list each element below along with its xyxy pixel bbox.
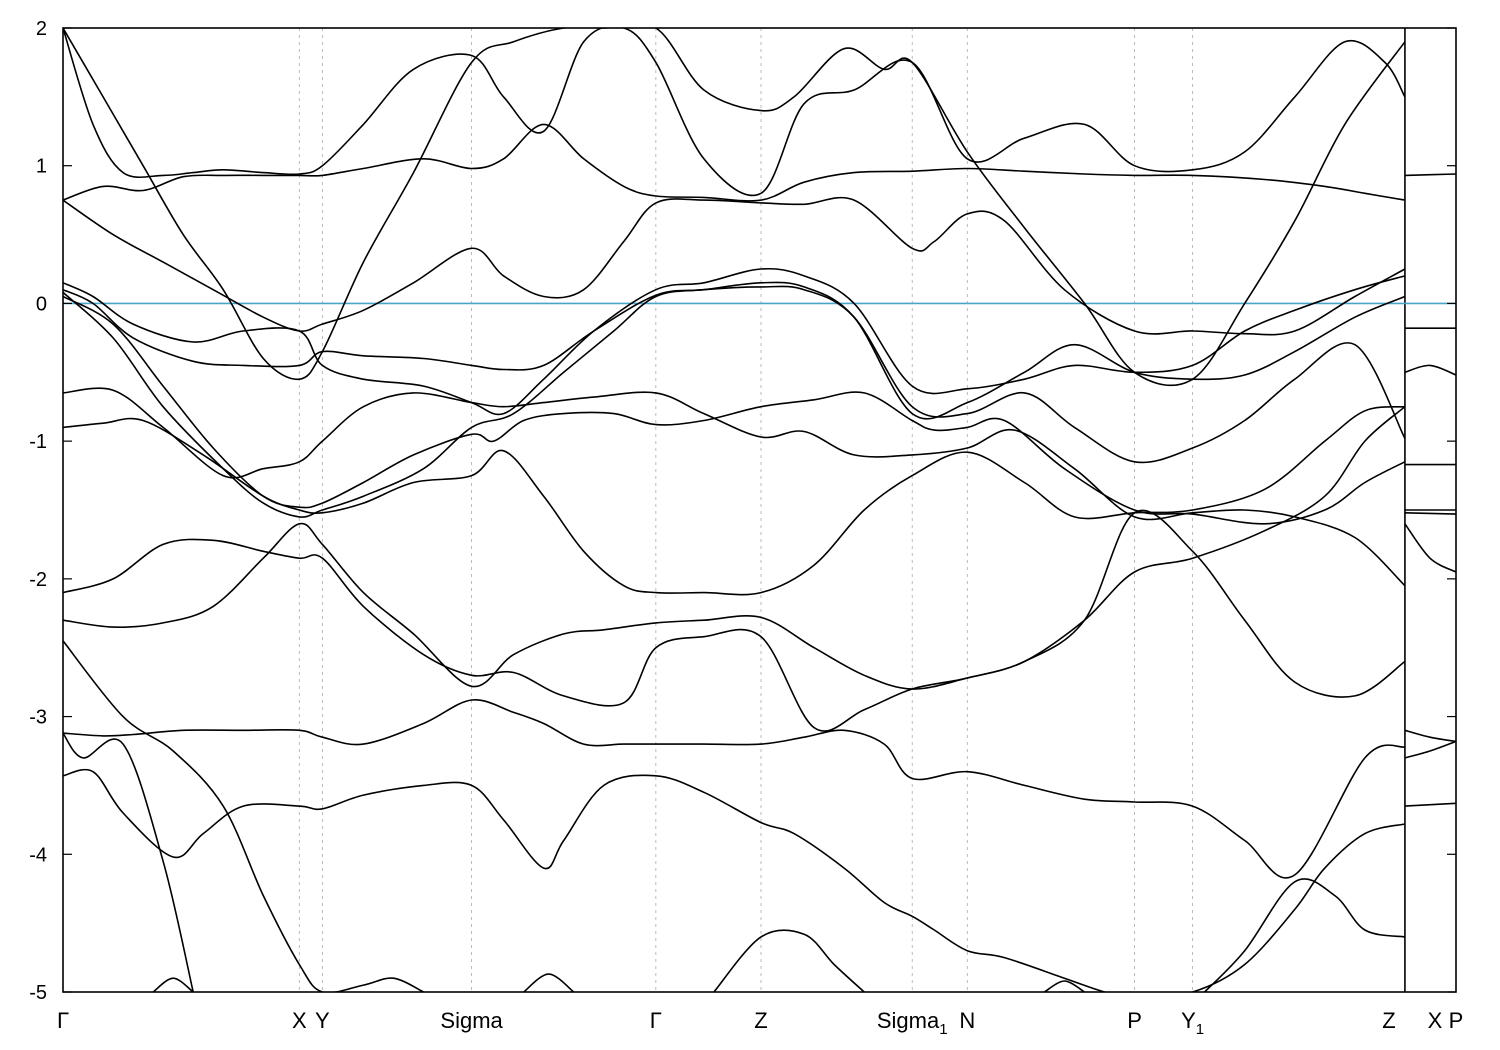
band-line-27 — [1404, 523, 1456, 573]
kpoint-label: Sigma1 — [877, 1008, 948, 1038]
y-tick-label: 2 — [36, 18, 47, 40]
y-tick-label: 1 — [36, 156, 47, 178]
kpoint-label-subscript: 1 — [1196, 1021, 1204, 1038]
band-line-9 — [63, 267, 1406, 416]
band-line-2 — [63, 406, 1406, 690]
band-line-8 — [63, 281, 1406, 420]
band-line-4 — [63, 405, 1405, 596]
y-tick-label: -3 — [29, 707, 47, 729]
y-tick-label: -4 — [29, 844, 47, 866]
kpoint-label: P — [1449, 1008, 1464, 1033]
band-lines — [63, 28, 1456, 992]
kpoint-label: Z — [1382, 1008, 1395, 1033]
kpoint-label: P — [1127, 1008, 1142, 1033]
band-line-19 — [1043, 980, 1085, 992]
band-line-11 — [63, 123, 1406, 202]
band-line-5 — [63, 387, 1406, 587]
band-line-12 — [63, 28, 1406, 197]
kpoint-label: Γ — [650, 1008, 662, 1033]
kpoint-label: Z — [754, 1008, 767, 1033]
plot-border — [62, 27, 1457, 993]
band-line-14 — [63, 640, 424, 992]
kpoint-label: X — [1428, 1008, 1443, 1033]
y-tick-label: -2 — [29, 569, 47, 591]
band-line-13 — [63, 28, 1406, 387]
band-line-20 — [1204, 878, 1406, 992]
kpoint-label: Y1 — [1181, 1008, 1204, 1038]
band-line-16 — [152, 977, 194, 992]
plot-frame — [62, 27, 1457, 993]
kpoint-label: Sigma — [440, 1008, 503, 1033]
band-line-18 — [713, 929, 865, 992]
y-tick-label: 0 — [36, 293, 47, 315]
band-line-6 — [63, 295, 1406, 525]
kpoint-label: N — [959, 1008, 975, 1033]
y-tick-label: -5 — [29, 982, 47, 1004]
band-line-28 — [1404, 729, 1456, 743]
band-line-23 — [1404, 364, 1456, 376]
kpoint-label: X — [292, 1008, 307, 1033]
band-line-7 — [63, 285, 1406, 518]
band-line-30 — [1404, 802, 1456, 807]
band-line-0 — [63, 768, 1406, 992]
band-line-15 — [63, 732, 194, 992]
band-line-26 — [1404, 512, 1456, 515]
y-tick-label: -1 — [29, 431, 47, 453]
band-line-10 — [63, 196, 1406, 336]
kpoint-label: Y — [315, 1008, 330, 1033]
kpoint-label-subscript: 1 — [939, 1021, 947, 1038]
band-line-21 — [1404, 173, 1456, 177]
band-line-29 — [1404, 740, 1456, 759]
band-line-17 — [523, 973, 575, 992]
band-line-3 — [63, 509, 1406, 732]
x-axis-kpoint-labels: Γ X Y Sigma Γ Z Sigma1 N P Y1 Z X P — [57, 1008, 1463, 1038]
y-axis-ticks: -5 -4 -3 -2 -1 0 1 2 — [29, 18, 1456, 1004]
band-line-1 — [63, 699, 1406, 879]
kpoint-label: Γ — [57, 1008, 69, 1033]
